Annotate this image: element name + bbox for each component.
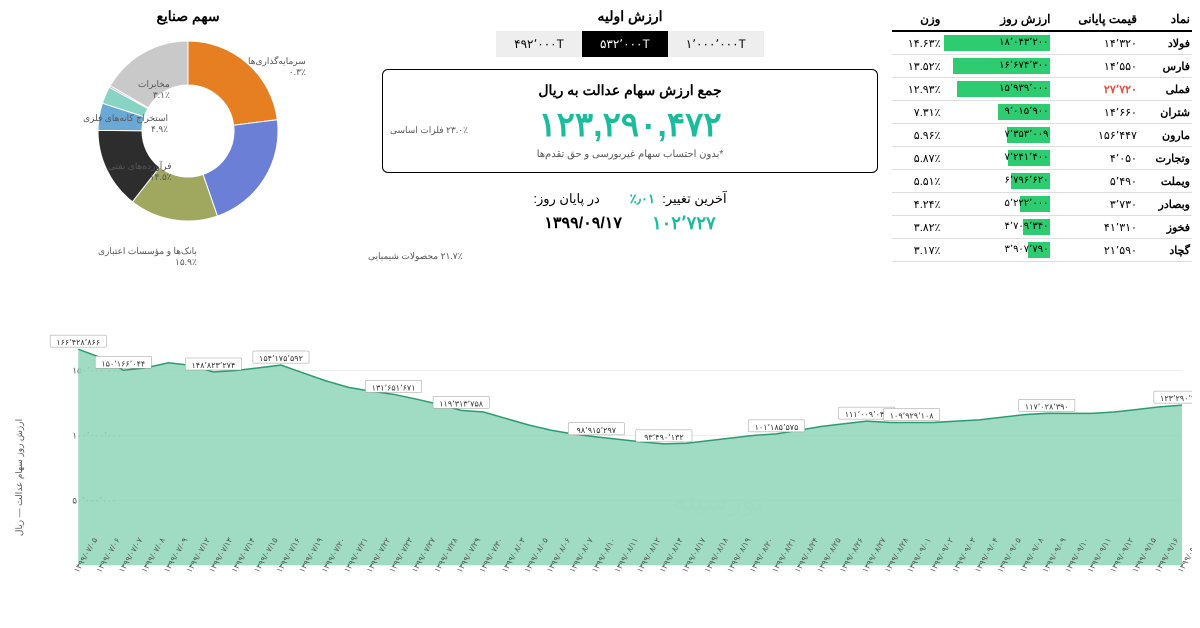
pie-label: بانک‌ها و مؤسسات اعتباری۱۵.۹٪ [98, 246, 197, 268]
value-tab[interactable]: ۴۹۲٬۰۰۰T [496, 31, 582, 57]
svg-text:۱۰۹٬۹۲۹٬۱۰۸: ۱۰۹٬۹۲۹٬۱۰۸ [890, 412, 935, 421]
table-row: وبصادر۳٬۷۳۰۵٬۲۲۲٬۰۰۰۴.۲۴٪ [892, 193, 1192, 216]
value-tab[interactable]: ۵۳۲٬۰۰۰T [582, 31, 668, 57]
pie-chart: ۲۳.۰٪ فلزات اساسی۲۱.۷٪ محصولات شیمیاییبا… [88, 31, 288, 231]
table-row: گچاد۲۱٬۵۹۰۳٬۹۰۷٬۷۹۰۳.۱۷٪ [892, 239, 1192, 262]
pie-label: ۲۱.۷٪ محصولات شیمیایی [368, 251, 462, 262]
col-header: قیمت پایانی [1052, 8, 1138, 31]
table-row: وتجارت۴٬۰۵۰۷٬۲۴۱٬۴۰۰۵.۸۷٪ [892, 147, 1192, 170]
svg-text:۱۰۱٬۱۸۵٬۵۷۵: ۱۰۱٬۱۸۵٬۵۷۵ [755, 423, 799, 432]
table-row: شتران۱۴٬۶۶۰۹٬۰۱۵٬۹۰۰۷.۳۱٪ [892, 101, 1192, 124]
pie-label: استخراج کانه‌های فلزی۴.۹٪ [83, 113, 168, 135]
svg-text:۹۳٬۴۹۰٬۱۳۲: ۹۳٬۴۹۰٬۱۳۲ [644, 433, 684, 442]
sectors-pie-panel: سهم صنایع ۲۳.۰٪ فلزات اساسی۲۱.۷٪ محصولات… [8, 8, 368, 328]
pie-label: فرآورده‌های نفتی۱۴.۵٪ [108, 161, 172, 183]
pie-slice [188, 41, 277, 125]
svg-text:۱۴۸٬۸۲۳٬۲۷۴: ۱۴۸٬۸۲۳٬۲۷۴ [191, 361, 235, 370]
date-value: ۱۳۹۹/۰۹/۱۷ [544, 213, 622, 234]
value-tab[interactable]: ۱٬۰۰۰٬۰۰۰T [668, 31, 764, 57]
svg-text:۱۱۹٬۳۱۳٬۷۵۸: ۱۱۹٬۳۱۳٬۷۵۸ [439, 399, 484, 408]
svg-text:۱۱۷٬۰۲۸٬۳۹۰: ۱۱۷٬۰۲۸٬۳۹۰ [1025, 402, 1069, 411]
svg-text:۱۵۰٬۱۶۶٬۰۴۴: ۱۵۰٬۱۶۶٬۰۴۴ [101, 359, 145, 368]
pie-label: سرمایه‌گذاری‌ها۰.۳٪ [248, 56, 306, 78]
holdings-table: نمادقیمت پایانیارزش روزوزن فولاد۱۴٬۳۲۰۱۸… [892, 8, 1192, 262]
change-pct: ٫۰۱٪ [630, 191, 655, 206]
svg-text:۱۵۴٬۱۷۵٬۵۹۲: ۱۵۴٬۱۷۵٬۵۹۲ [259, 354, 303, 363]
svg-text:۱۲۳٬۲۹۰٬۴۷۲: ۱۲۳٬۲۹۰٬۴۷۲ [1160, 394, 1192, 403]
total-value-note: *بدون احتساب سهام غیربورسی و حق تقدم‌ها [403, 149, 857, 160]
svg-text:ارزش روز سهام عدالت — ریال: ارزش روز سهام عدالت — ریال [14, 419, 25, 536]
svg-text:۹۸٬۹۱۵٬۲۹۷: ۹۸٬۹۱۵٬۲۹۷ [577, 426, 617, 435]
svg-text:۱۶۶٬۴۲۸٬۸۶۶: ۱۶۶٬۴۲۸٬۸۶۶ [56, 338, 100, 347]
pie-label: مخابرات۳.۱٪ [138, 79, 170, 101]
svg-text:۱۱۱٬۰۰۹٬۰۴۵: ۱۱۱٬۰۰۹٬۰۴۵ [845, 410, 889, 419]
value-history-panel: ۵۰٬۰۰۰٬۰۰۰۱۰۰٬۰۰۰٬۰۰۰۱۵۰٬۰۰۰٬۰۰۰ارزش روز… [8, 332, 1192, 623]
initial-value-tabs: ۱٬۰۰۰٬۰۰۰T۵۳۲٬۰۰۰T۴۹۲٬۰۰۰T [496, 31, 764, 57]
eod-label: در پایان روز: [533, 191, 599, 207]
change-label: آخرین تغییر: [662, 191, 726, 206]
table-row: فملی۲۷٬۷۲۰۱۵٬۹۳۹٬۰۰۰۱۲.۹۳٪ [892, 78, 1192, 101]
pie-label: ۲۳.۰٪ فلزات اساسی [390, 125, 468, 136]
col-header: نماد [1139, 8, 1192, 31]
table-row: مارون۱۵۶٬۴۴۷۷٬۳۵۳٬۰۰۹۵.۹۶٪ [892, 124, 1192, 147]
table-row: فولاد۱۴٬۳۲۰۱۸٬۰۴۳٬۲۰۰۱۴.۶۳٪ [892, 31, 1192, 55]
total-value-box: جمع ارزش سهام عدالت به ریال ۱۲۳,۲۹۰,۴۷۲ … [382, 69, 878, 173]
initial-value-title: ارزش اولیه [597, 8, 662, 25]
area-chart: ۵۰٬۰۰۰٬۰۰۰۱۰۰٬۰۰۰٬۰۰۰۱۵۰٬۰۰۰٬۰۰۰ارزش روز… [8, 332, 1192, 623]
col-header: وزن [892, 8, 942, 31]
table-row: ویملت۵٬۴۹۰۶٬۷۹۶٬۶۲۰۵.۵۱٪ [892, 170, 1192, 193]
change-abs: ۱۰۲٬۷۲۷ [652, 213, 716, 234]
col-header: ارزش روز [942, 8, 1052, 31]
table-row: فارس۱۴٬۵۵۰۱۶٬۶۷۴٬۳۰۰۱۳.۵۲٪ [892, 55, 1192, 78]
pie-slice [203, 120, 278, 216]
svg-text:۱۳۱٬۶۵۱٬۶۷۱: ۱۳۱٬۶۵۱٬۶۷۱ [372, 383, 416, 392]
pie-title: سهم صنایع [8, 8, 368, 25]
holdings-table-panel: نمادقیمت پایانیارزش روزوزن فولاد۱۴٬۳۲۰۱۸… [892, 8, 1192, 328]
table-row: فخوز۴۱٬۳۱۰۴٬۷۰۹٬۳۴۰۳.۸۲٪ [892, 216, 1192, 239]
total-value: ۱۲۳,۲۹۰,۴۷۲ [403, 105, 857, 145]
total-value-title: جمع ارزش سهام عدالت به ریال [403, 82, 857, 99]
summary-panel: ارزش اولیه ۱٬۰۰۰٬۰۰۰T۵۳۲٬۰۰۰T۴۹۲٬۰۰۰T جم… [372, 8, 888, 328]
